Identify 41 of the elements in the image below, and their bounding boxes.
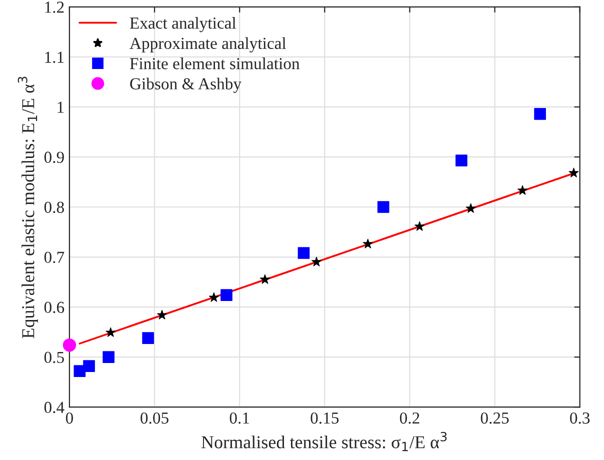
y-tick-label: 0.5 — [44, 352, 64, 364]
y-tick-label: 0.6 — [44, 302, 64, 314]
y-tick-label: 1.1 — [45, 52, 64, 63]
x-tick-label: 0.15 — [310, 412, 339, 424]
point — [83, 360, 95, 372]
point — [208, 292, 219, 302]
point — [518, 185, 528, 195]
x-tick-label: 0.25 — [480, 412, 509, 424]
point — [298, 247, 310, 259]
point — [220, 289, 232, 301]
legend-label: Gibson & Ashby — [130, 78, 242, 93]
point — [377, 201, 390, 213]
point — [157, 310, 167, 320]
y-tick-label: 1.2 — [45, 2, 64, 13]
point — [62, 338, 76, 352]
point — [106, 327, 116, 337]
y-tick-label: 1 — [58, 102, 64, 113]
point — [260, 274, 270, 284]
y-axis-title: Equivalent elastic modulus: E$_{1}$/E α$^{3}$ — [18, 76, 38, 338]
x-tick-label: 0.3 — [570, 412, 590, 424]
x-tick-label: 0.2 — [400, 412, 420, 424]
point — [568, 168, 579, 178]
legend-label: Finite element simulation — [130, 58, 300, 70]
point — [102, 351, 114, 363]
point — [312, 256, 322, 266]
legend-label: Approximate analytical — [130, 37, 286, 52]
point — [414, 221, 425, 231]
x-tick-label: 0 — [66, 412, 73, 424]
legend-label: Exact analytical — [130, 17, 236, 32]
point — [142, 332, 154, 344]
point — [534, 108, 546, 120]
y-tick-label: 0.4 — [44, 402, 64, 414]
x-tick-label: 0.1 — [230, 412, 250, 424]
y-tick-label: 0.7 — [44, 252, 64, 264]
point — [362, 238, 373, 248]
x-axis-title: Normalised tensile stress: σ$_{1}$/E α$^{3}$ — [201, 432, 447, 452]
point — [466, 203, 476, 213]
x-tick-label: 0.05 — [140, 412, 168, 424]
y-tick-label: 0.9 — [44, 152, 64, 163]
point — [456, 154, 468, 166]
y-tick-label: 0.8 — [44, 202, 64, 214]
